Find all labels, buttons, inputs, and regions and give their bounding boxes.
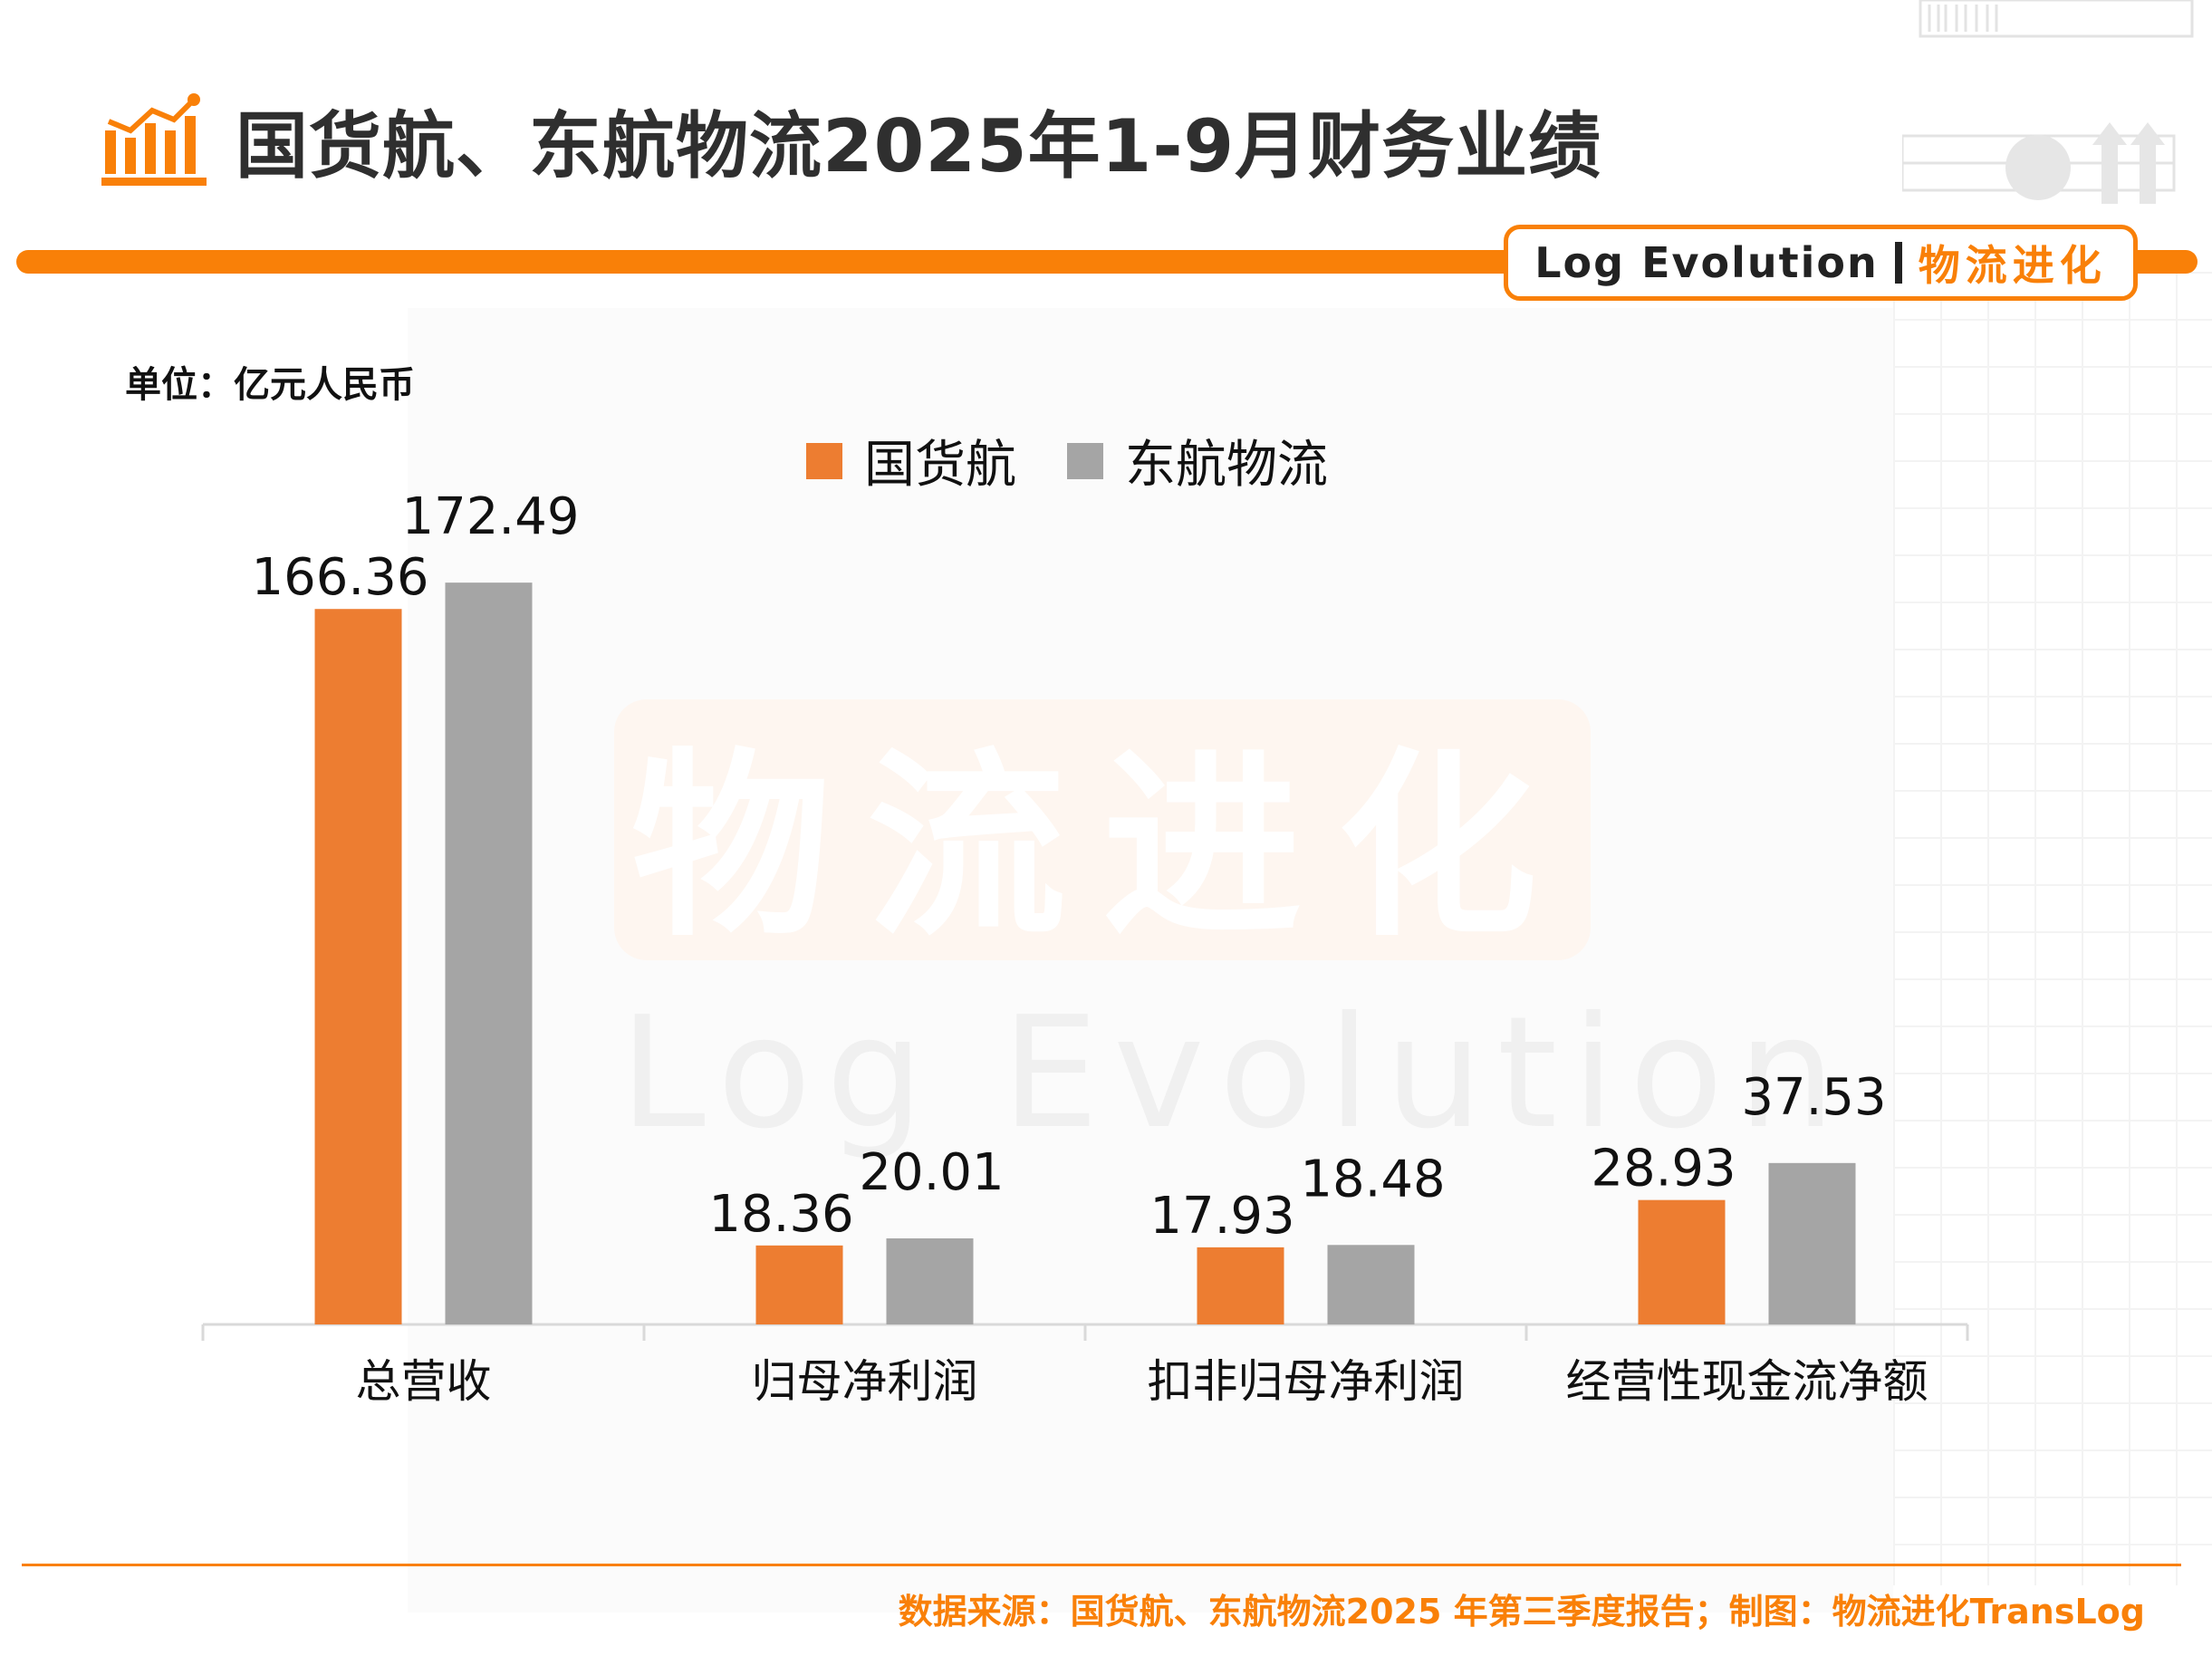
legend-item-series-2: 东航物流	[1067, 424, 1328, 497]
legend-label-series-1: 国货航	[864, 436, 1016, 495]
bar-1	[1197, 1247, 1284, 1324]
header-divider	[16, 250, 1520, 274]
legend-label-series-2: 东航物流	[1125, 436, 1328, 495]
unit-label: 单位：亿元人民币	[125, 364, 415, 406]
bar-1	[1638, 1199, 1726, 1324]
data-label: 17.93	[1149, 1187, 1294, 1246]
legend-swatch-series-2	[1067, 442, 1103, 479]
bar-2	[1768, 1162, 1856, 1324]
bar-2	[886, 1238, 974, 1324]
data-label: 172.49	[402, 487, 580, 546]
legend-item-series-1: 国货航	[806, 424, 1016, 497]
bar-2	[445, 582, 533, 1324]
brand-english: Log Evolution	[1534, 238, 1879, 287]
data-label: 28.93	[1591, 1140, 1736, 1199]
page-title: 国货航、东航物流2025年1-9月财务业绩	[236, 104, 1602, 188]
background-panel	[408, 308, 1893, 1613]
watermark-chinese: 物流进化	[614, 699, 1591, 963]
decorative-package-graphic	[1902, 0, 2194, 204]
x-tick-label: 扣非归母净利润	[1148, 1355, 1465, 1408]
x-tick-label: 归母净利润	[752, 1355, 978, 1408]
brand-separator	[1894, 242, 1902, 284]
footer-divider	[22, 1564, 2181, 1566]
bar-1	[314, 609, 402, 1324]
brand-chinese: 物流进化	[1918, 241, 2107, 290]
header: 国货航、东航物流2025年1-9月财务业绩	[100, 91, 1601, 190]
watermark-english: Log Evolution	[620, 984, 1851, 1163]
x-tick-label: 总营收	[356, 1355, 492, 1408]
data-label: 166.36	[252, 548, 429, 607]
legend-swatch-series-1	[806, 442, 842, 479]
bar-2	[1327, 1245, 1415, 1324]
data-label: 18.48	[1300, 1150, 1445, 1208]
data-source-note: 数据来源：国货航、东航物流2025 年第三季度报告；制图：物流进化TransLo…	[898, 1592, 2145, 1632]
bar-chart-logo-icon	[101, 93, 207, 186]
background-grid	[1893, 272, 2212, 1585]
brand-badge: Log Evolution 物流进化	[1504, 225, 2138, 301]
bar-1	[755, 1245, 843, 1324]
data-label: 18.36	[708, 1185, 853, 1244]
chart-legend: 国货航 东航物流	[806, 424, 1379, 497]
x-tick-label: 经营性现金流净额	[1566, 1355, 1928, 1408]
data-label: 37.53	[1741, 1068, 1886, 1127]
data-label: 20.01	[859, 1143, 1004, 1202]
